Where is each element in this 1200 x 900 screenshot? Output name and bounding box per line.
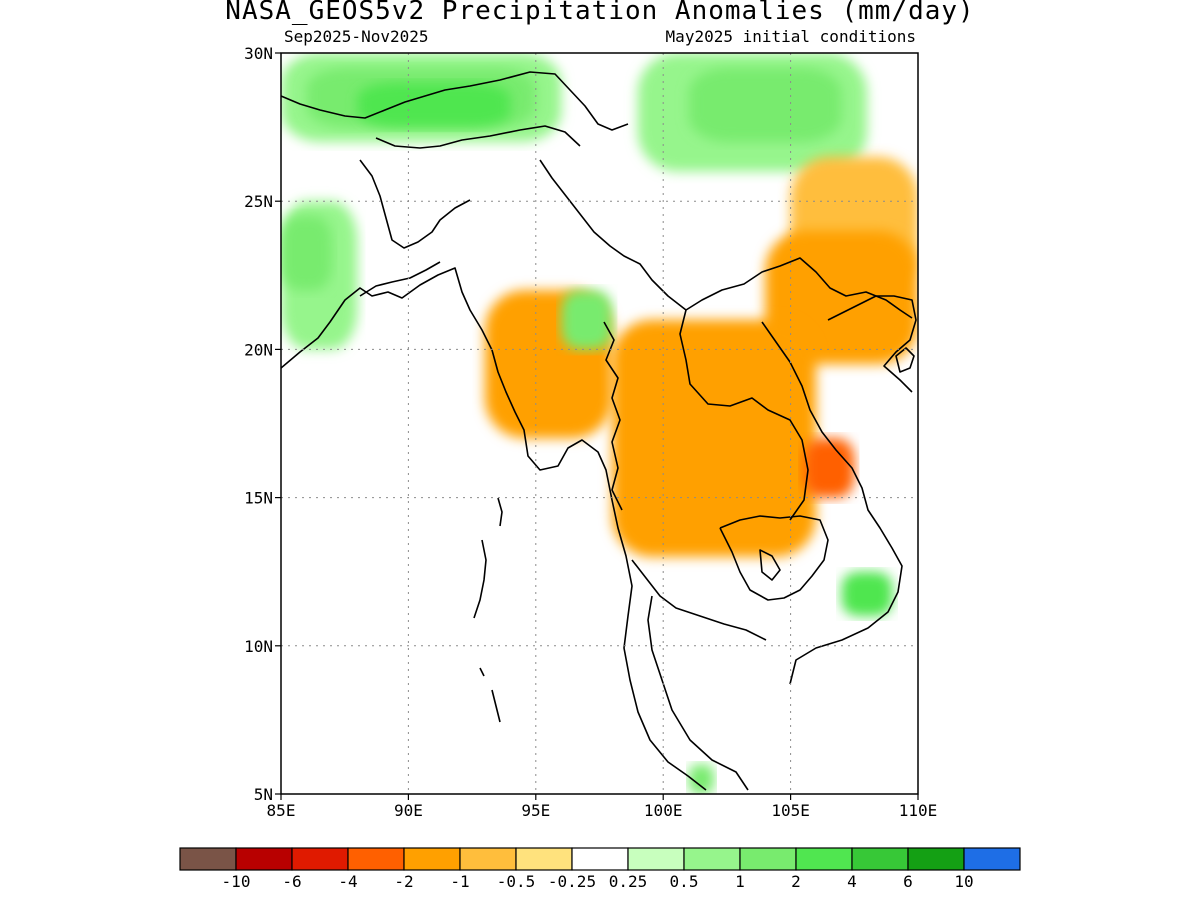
x-tick-label: 85E [267,801,296,820]
forecast-period: Sep2025-Nov2025 [284,27,429,46]
y-tick-label: 20N [244,340,273,359]
colorbar-label: 0.5 [670,872,699,891]
anomaly-region [561,290,613,350]
coastlines-and-borders [281,71,917,791]
colorbar-label: 6 [903,872,913,891]
colorbar-swatch [739,847,797,871]
y-tick-label: 10N [244,637,273,656]
colorbar-label: -2 [394,872,413,891]
colorbar-label: -6 [282,872,301,891]
anomaly-region [281,216,332,291]
colorbar-swatch [179,847,237,871]
colorbar-swatch [291,847,349,871]
x-tick-label: 90E [394,801,423,820]
colorbar-swatch [683,847,741,871]
y-tick-label: 15N [244,489,273,508]
anomaly-region [688,67,842,142]
colorbar-swatch [963,847,1021,871]
colorbar-swatch [403,847,461,871]
initial-conditions: May2025 initial conditions [665,27,916,46]
colorbar-label: -0.5 [497,872,536,891]
colorbar-swatch [795,847,853,871]
colorbar-label: 10 [954,872,973,891]
anomaly-region [688,764,715,794]
colorbar-label: -1 [450,872,469,891]
colorbar-swatch [459,847,517,871]
y-tick-label: 5N [254,785,273,804]
colorbar-label: -0.25 [548,872,596,891]
colorbar-swatch [515,847,573,871]
x-tick-label: 105E [771,801,810,820]
colorbar-label: 4 [847,872,857,891]
colorbar-swatch [907,847,965,871]
colorbar-label: 0.25 [609,872,648,891]
colorbar-swatch [851,847,909,871]
colorbar-swatch [571,847,629,871]
anomaly-region [357,82,511,128]
anomaly-region [841,571,893,617]
map-frame [280,52,919,795]
colorbar-swatch [627,847,685,871]
colorbar-label: 1 [735,872,745,891]
anomaly-region [803,438,855,498]
x-tick-label: 100E [644,801,683,820]
colorbar-label: -4 [338,872,357,891]
map-axes: 85E 90E 95E 100E 105E 110E 5N 10N 15N 20N 25N 30N [244,44,937,820]
colorbar: -10 -6 -4 -2 -1 -0.5 -0.25 0.25 0.5 1 2 4 6 10 [179,847,1021,891]
colorbar-swatch [347,847,405,871]
x-tick-label: 95E [521,801,550,820]
lat-lon-gridlines [281,53,918,794]
y-tick-label: 30N [244,44,273,63]
anomaly-shading [281,53,918,794]
colorbar-label: 2 [791,872,801,891]
colorbar-label: -10 [222,872,251,891]
map-title: NASA_GEOS5v2 Precipitation Anomalies (mm… [225,0,975,26]
y-tick-label: 25N [244,192,273,211]
colorbar-swatch [235,847,293,871]
x-tick-label: 110E [899,801,938,820]
